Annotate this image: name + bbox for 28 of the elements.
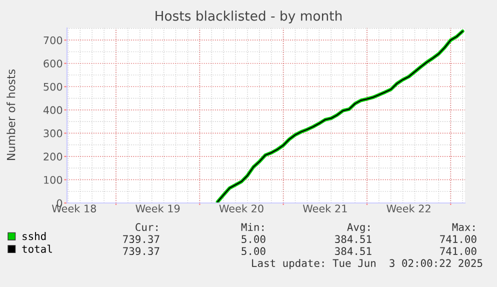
text: Last update: Tue Jun 3 02:00:22 2025 <box>252 258 482 270</box>
text: 739.37 <box>123 247 160 256</box>
text: 5.00 <box>242 235 266 244</box>
y-tick-label: 100 <box>44 176 62 184</box>
y-tick-label: 300 <box>44 129 62 138</box>
x-tick-label: Week 20 <box>219 204 264 212</box>
text: 5.00 <box>242 247 266 256</box>
text: 741.00 <box>440 247 476 256</box>
legend-label: sshd <box>22 232 46 240</box>
y-tick-label: 400 <box>43 106 62 114</box>
y-tick-label: 500 <box>44 82 62 91</box>
x-tick-label: Week 21 <box>302 204 347 212</box>
text: 384.51 <box>335 235 372 244</box>
chart-title: Hosts blacklisted - by month <box>156 10 342 24</box>
text: 739.37 <box>123 235 160 244</box>
x-tick-label: Week 19 <box>136 204 180 212</box>
legend-label: total <box>22 244 52 253</box>
y-tick-label: 600 <box>44 60 62 68</box>
text: 384.51 <box>335 247 372 256</box>
text: Cur: <box>136 223 158 232</box>
y-tick-label: 700 <box>44 36 62 44</box>
text: Avg: <box>347 223 370 234</box>
y-axis-title: Number of hosts <box>6 69 16 160</box>
text: Min: <box>241 222 264 231</box>
y-tick-label: 200 <box>44 152 62 161</box>
text: Max: <box>452 223 474 232</box>
text: 741.00 <box>440 235 476 244</box>
x-tick-label: Week 22 <box>386 204 430 212</box>
